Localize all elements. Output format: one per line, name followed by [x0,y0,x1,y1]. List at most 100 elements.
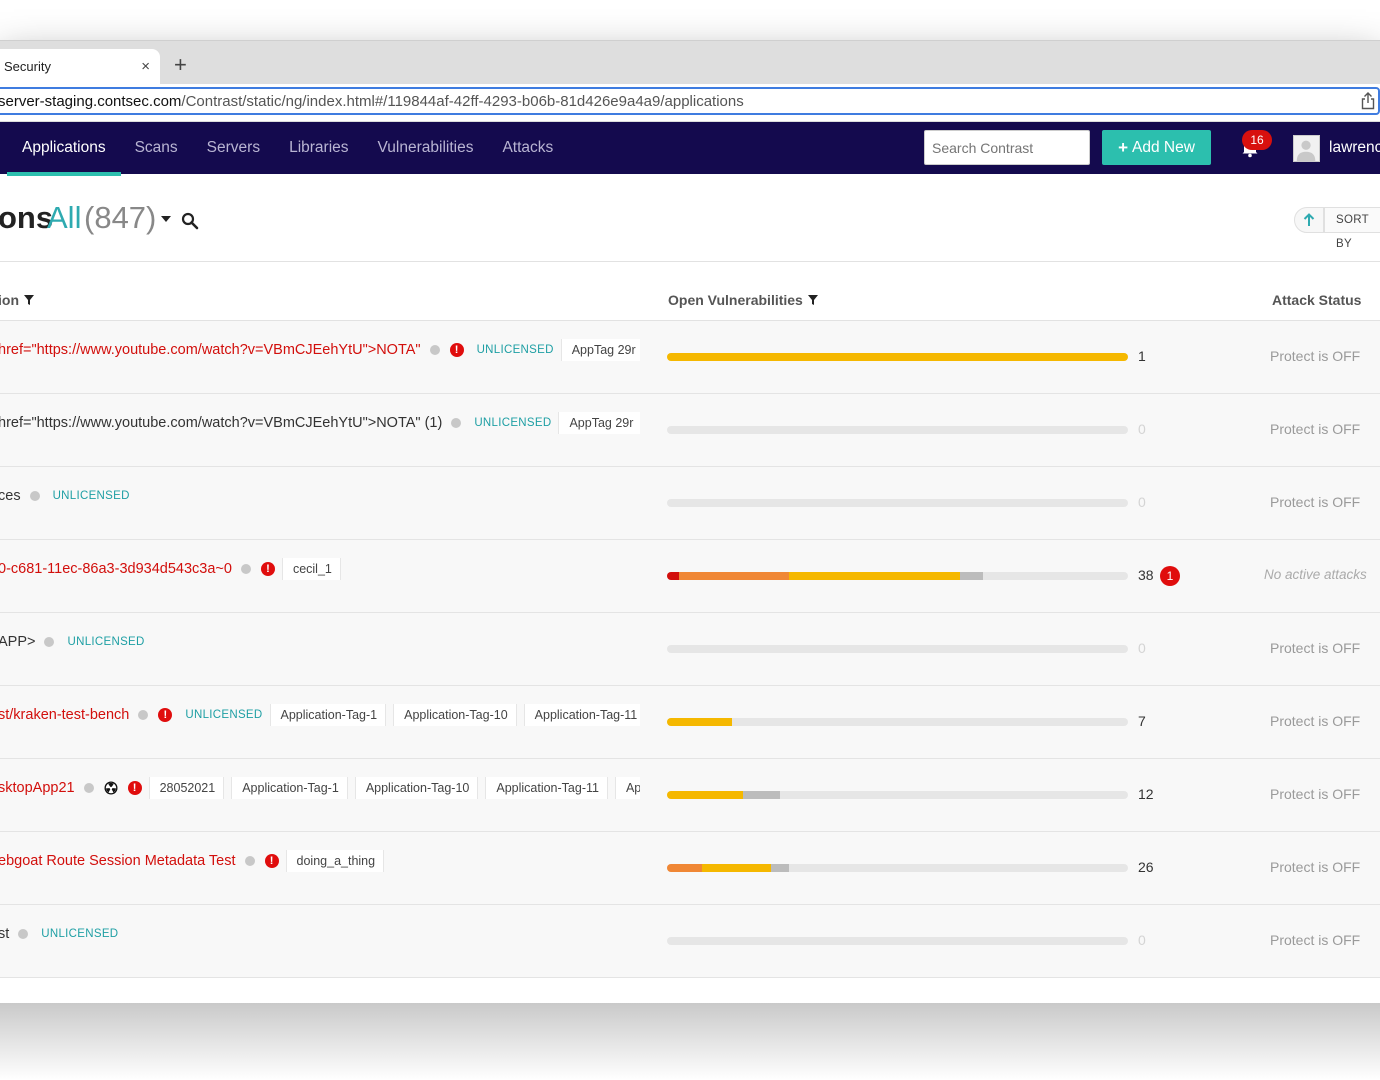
plus-icon: + [1118,137,1129,157]
page-header: ons All (847) SORT BY [0,174,1380,262]
application-list: href="https://www.youtube.com/watch?v=VB… [0,321,1380,978]
table-row[interactable]: ces UNLICENSED 0 Protect is OFF [0,467,1380,540]
application-cell: ces UNLICENSED [0,485,640,507]
address-bar: server-staging.contsec.com/Contrast/stat… [0,84,1380,122]
table-row[interactable]: href="https://www.youtube.com/watch?v=VB… [0,394,1380,467]
application-name-link[interactable]: APP> [0,634,36,650]
new-tab-button[interactable]: + [174,52,187,77]
avatar[interactable] [1293,135,1320,162]
user-silhouette-icon [1296,140,1316,161]
vulnerability-count[interactable]: 26 [1138,859,1154,875]
application-cell: href="https://www.youtube.com/watch?v=VB… [0,412,640,434]
application-tag[interactable]: Application-Tag-1 [269,704,387,726]
table-row[interactable]: 0-c681-11ec-86a3-3d934d543c3a~0! cecil_1 3… [0,540,1380,613]
table-row[interactable]: APP> UNLICENSED 0 Protect is OFF [0,613,1380,686]
add-new-button[interactable]: + Add New [1102,130,1211,165]
nav-libraries[interactable]: Libraries [289,139,349,156]
share-icon[interactable] [1361,92,1375,110]
attack-status-text: Protect is OFF [1270,859,1361,875]
vulnerability-count[interactable]: 0 [1138,494,1146,510]
vulnerability-severity-bar [667,572,1128,580]
application-name-link[interactable]: st [0,926,10,942]
vulnerability-severity-bar [667,718,1128,726]
search-icon[interactable] [181,212,199,230]
filter-all-dropdown[interactable]: All [47,200,82,235]
application-tag[interactable]: Application-Tag-10 [354,777,479,799]
alert-icon: ! [158,708,173,722]
vulnerability-count[interactable]: 12 [1138,786,1154,802]
nav-attacks[interactable]: Attacks [502,139,554,156]
application-tag[interactable]: Application-Tag-10 [393,704,517,726]
nav-vulnerabilities[interactable]: Vulnerabilities [377,139,474,156]
license-status-label: UNLICENSED [185,709,263,721]
application-cell: href="https://www.youtube.com/watch?v=VB… [0,339,640,361]
vulnerability-severity-bar [667,791,1128,799]
application-name-link[interactable]: st/kraken-test-bench [0,707,130,723]
application-tag[interactable]: Appl [614,777,640,799]
browser-tab[interactable]: Security × [0,49,160,84]
application-tag[interactable]: Application-Tag-11 [485,777,608,799]
status-dot-icon [240,564,251,574]
application-name-link[interactable]: sktopApp21 [0,780,75,796]
application-tag[interactable]: doing_a_thing [285,850,385,872]
severity-segment [789,572,960,580]
vulnerability-count[interactable]: 1 [1138,348,1146,364]
application-tag[interactable]: 28052021 [148,777,225,799]
column-open-vulnerabilities[interactable]: Open Vulnerabilities [668,292,818,308]
sort-direction-button[interactable] [1294,207,1324,233]
table-row[interactable]: st/kraken-test-bench! UNLICENSED Applicati… [0,686,1380,759]
vulnerability-count[interactable]: 0 [1138,421,1146,437]
column-vulnerabilities-label: Open Vulnerabilities [668,292,803,308]
application-name-link[interactable]: ces [0,488,21,504]
filter-icon[interactable] [807,295,818,305]
column-application[interactable]: ion [0,292,34,308]
table-row[interactable]: ebgoat Route Session Metadata Test! doing… [0,832,1380,905]
application-name-link[interactable]: href="https://www.youtube.com/watch?v=VB… [0,415,443,431]
arrow-up-icon [1303,213,1315,226]
severity-segment [701,864,771,872]
attack-status-text: Protect is OFF [1270,640,1361,656]
application-name-link[interactable]: ebgoat Route Session Metadata Test [0,853,236,869]
table-row[interactable]: sktopApp21! 28052021 Application-Tag-1 Appl… [0,759,1380,832]
chevron-down-icon[interactable] [161,216,171,222]
attack-status-text: Protect is OFF [1270,932,1361,948]
application-name-link[interactable]: 0-c681-11ec-86a3-3d934d543c3a~0 [0,561,232,577]
status-dot-icon [451,418,462,428]
attack-status-text: Protect is OFF [1270,713,1361,729]
column-attack-status-label: Attack Status [1272,292,1362,308]
application-tag[interactable]: Application-Tag-1 [231,777,348,799]
nav-servers[interactable]: Servers [206,139,261,156]
search-input[interactable] [924,130,1090,165]
application-cell: sktopApp21! 28052021 Application-Tag-1 Appl… [0,777,640,799]
table-row[interactable]: st UNLICENSED 0 Protect is OFF [0,905,1380,978]
license-status-label: UNLICENSED [52,490,130,502]
license-status-label: UNLICENSED [476,344,554,356]
vulnerability-severity-bar [667,937,1128,945]
filter-icon[interactable] [24,295,34,305]
application-name-link[interactable]: href="https://www.youtube.com/watch?v=VB… [0,342,421,358]
vulnerability-count[interactable]: 7 [1138,713,1146,729]
vulnerability-count[interactable]: 0 [1138,932,1146,948]
table-row[interactable]: href="https://www.youtube.com/watch?v=VB… [0,321,1380,394]
alert-icon: ! [264,854,279,868]
url-host: server-staging.contsec.com [0,92,182,110]
nav-scans[interactable]: Scans [134,139,178,156]
column-attack-status[interactable]: Attack Status [1272,292,1361,308]
sort-by-dropdown[interactable]: SORT BY [1324,207,1380,250]
application-tag[interactable]: AppTag 29r [558,412,640,434]
tab-bar: Security × + [0,40,1380,84]
notification-badge: 16 [1242,130,1272,150]
application-cell: ebgoat Route Session Metadata Test! doing… [0,850,640,872]
page-title: ons [0,200,54,235]
application-tag[interactable]: Application-Tag-11 [523,704,640,726]
application-tag[interactable]: AppTag 29r [560,339,640,361]
severity-segment [667,353,1128,361]
user-name[interactable]: lawrence [1329,139,1380,156]
application-tag[interactable]: cecil_1 [281,558,341,580]
vulnerability-count[interactable]: 38 [1138,567,1154,583]
license-status-label: UNLICENSED [474,417,552,429]
nav-applications[interactable]: Applications [7,122,121,176]
close-tab-icon[interactable]: × [141,58,150,75]
url-field[interactable]: server-staging.contsec.com/Contrast/stat… [0,87,1380,115]
vulnerability-count[interactable]: 0 [1138,640,1146,656]
